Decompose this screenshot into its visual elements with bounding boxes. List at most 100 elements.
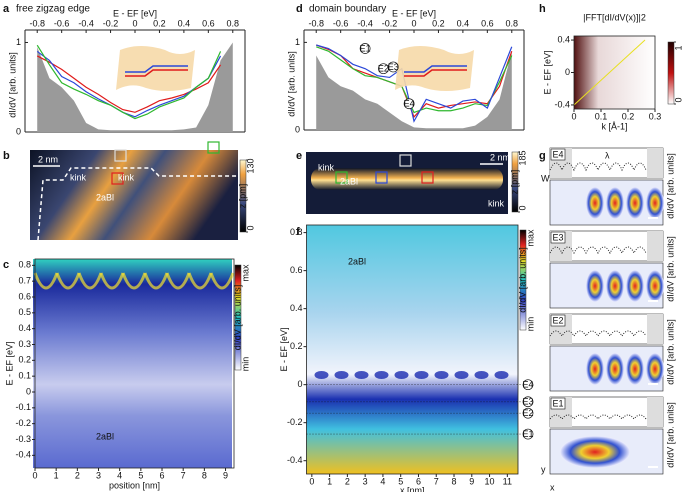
x-tick-label: 2 — [75, 470, 80, 480]
annotation: y — [541, 464, 546, 474]
y-tick-label: -0.2 — [287, 417, 303, 427]
map-spot — [626, 187, 644, 219]
shade-right — [647, 148, 663, 178]
x-tick-label: 8 — [202, 470, 207, 480]
map-spot — [626, 353, 644, 385]
edge-outline — [37, 167, 239, 241]
panel-label: f — [296, 226, 300, 238]
x-tick-label: 10 — [485, 476, 495, 486]
wave-spot — [374, 371, 389, 379]
colorbar — [239, 159, 247, 233]
wave-band — [99, 272, 125, 290]
marker — [387, 61, 399, 73]
y-tick-label: 0 — [26, 386, 31, 396]
x-tick-label: 0.8 — [506, 18, 519, 28]
map-spot — [626, 270, 644, 302]
annotation: λ — [605, 150, 610, 160]
marker-square — [335, 171, 348, 184]
panel-label: c — [3, 259, 9, 271]
marker-square — [375, 171, 388, 184]
x-tick-label: -0.4 — [78, 18, 94, 28]
label-box — [550, 231, 566, 244]
line — [36, 50, 222, 118]
x-tick-label: 3 — [96, 470, 101, 480]
x-axis-label: k [Å-1] — [601, 121, 627, 131]
x-tick-label: -0.2 — [382, 18, 398, 28]
x-tick-label: 7 — [181, 470, 186, 480]
level-marker — [522, 379, 534, 391]
colorbar — [511, 151, 519, 213]
colorbar-tick-label: 0 — [245, 225, 255, 230]
map-spot — [586, 187, 604, 219]
shade-right — [647, 231, 663, 261]
colorbar-end-label: max — [525, 229, 535, 247]
area — [316, 51, 512, 131]
y-axis-label: dI/dV [arb. units] — [286, 51, 296, 117]
x-axis-label: x [nm] — [400, 485, 425, 492]
y-tick-label: -0.4 — [554, 99, 570, 109]
x-tick-label: 11 — [503, 476, 512, 486]
map-spot — [606, 353, 624, 385]
wave-spot — [314, 371, 329, 379]
x-axis-label: E - EF [eV] — [392, 8, 436, 18]
map-spot — [646, 270, 664, 302]
y-tick-label: 0.1 — [18, 371, 31, 381]
x-tick-label: 4 — [117, 470, 122, 480]
colorbar-end-label: min — [240, 357, 250, 372]
spectral-map — [306, 225, 518, 474]
label-box — [550, 397, 566, 410]
x-tick-label: 0.3 — [649, 111, 662, 121]
map-spot — [646, 353, 664, 385]
stm-image — [30, 150, 238, 240]
level-label: E2 — [522, 408, 533, 418]
marker-square — [111, 172, 124, 185]
wave-band — [143, 272, 169, 290]
plot-frame — [306, 224, 519, 475]
boundary — [311, 168, 503, 190]
x-tick-label: -0.6 — [333, 18, 349, 28]
area — [37, 42, 233, 132]
x-tick-label: -0.4 — [357, 18, 373, 28]
wave-spot — [334, 371, 349, 379]
line — [316, 46, 513, 114]
y-axis-label: E - EF [eV] — [279, 327, 289, 371]
wave-band — [187, 272, 213, 290]
y-axis-label: E - EF [eV] — [542, 50, 552, 94]
chart-title: domain boundary — [309, 4, 386, 15]
x-tick-label: 3 — [363, 476, 368, 486]
x-tick-label: -0.8 — [29, 18, 45, 28]
x-tick-label: 5 — [138, 470, 143, 480]
y-axis-label: dI/dV [arb. units] — [7, 52, 17, 118]
y-tick-label: 0.2 — [18, 355, 31, 365]
panel-label: h — [539, 3, 546, 15]
x-tick-label: 0.4 — [178, 18, 191, 28]
y-tick-label: 0 — [297, 379, 302, 389]
colorbar-label: dI/dV [arb. units] — [232, 285, 242, 351]
x-tick-label: 1 — [327, 476, 332, 486]
inset-edge-red — [404, 69, 467, 77]
marker-label: E3 — [388, 62, 399, 72]
x-tick-label: 0 — [132, 18, 137, 28]
x-tick-label: 0 — [309, 476, 314, 486]
chart-title: free zigzag edge — [16, 4, 90, 15]
x-tick-label: 0.6 — [202, 18, 215, 28]
shade-right — [647, 314, 663, 344]
x-tick-label: 0 — [32, 470, 37, 480]
x-tick-label: 0.6 — [481, 18, 494, 28]
colorbar-tick-label: 130 — [245, 158, 255, 173]
trace — [549, 162, 647, 172]
wave-spot — [354, 371, 369, 379]
wave-band — [165, 272, 191, 290]
x-tick-label: 6 — [160, 470, 165, 480]
annotation: W — [541, 173, 550, 183]
plot-frame — [34, 258, 235, 469]
colorbar-tick-label: 1 — [673, 45, 683, 50]
inset-sheet — [395, 46, 474, 91]
map-spot — [560, 436, 630, 468]
x-tick-label: 1 — [54, 470, 59, 480]
strip-label: E3 — [552, 232, 563, 242]
y-axis-label: dI/dV [arb. units] — [665, 319, 675, 385]
x-tick-label: 0 — [571, 111, 576, 121]
map-spot — [606, 270, 624, 302]
